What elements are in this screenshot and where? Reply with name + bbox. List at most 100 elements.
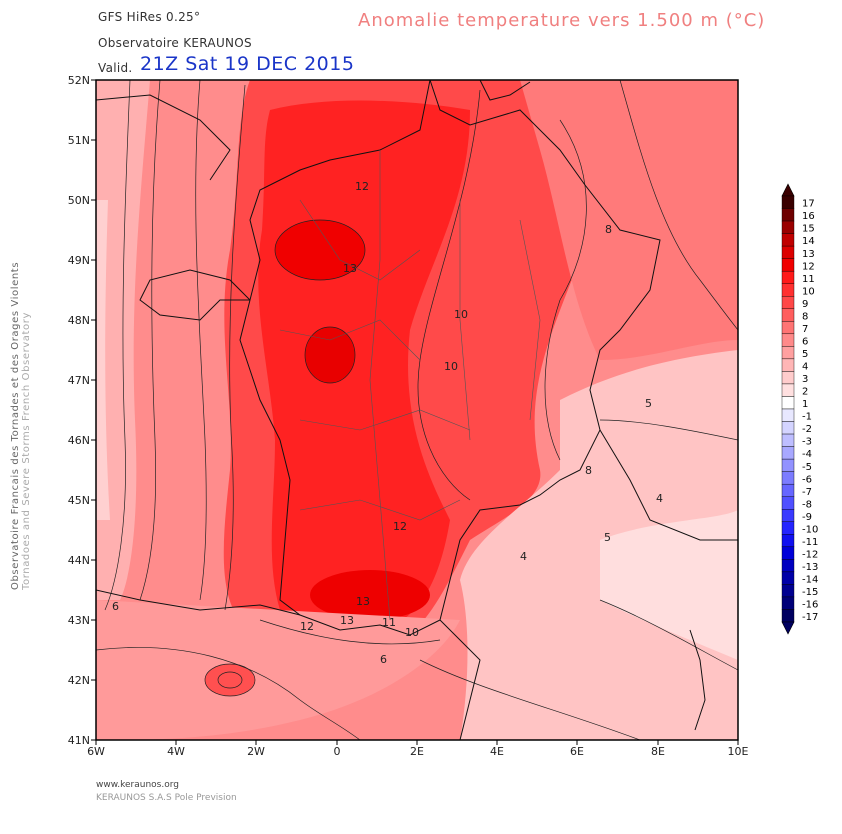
contour-label: 4 (520, 550, 527, 563)
contour-line (104, 80, 131, 611)
side-credit-french: Observatoire Francais des Tornades et de… (10, 261, 21, 590)
netherlands-coast (479, 80, 531, 101)
contour-line (217, 671, 243, 689)
colorbar-swatch (781, 521, 795, 535)
contour-label: 5 (604, 531, 611, 544)
lat-label: 48N (68, 314, 90, 327)
field-northeast (520, 80, 738, 360)
colorbar-swatch (781, 220, 795, 234)
lat-label: 41N (68, 734, 90, 747)
colorbar-swatch (781, 245, 795, 259)
colorbar-swatch (781, 509, 795, 522)
contour-label: 10 (454, 308, 468, 321)
lon-label: 8E (651, 745, 665, 758)
contour-line (619, 80, 738, 331)
lon-label: 4W (167, 745, 185, 758)
colorbar-swatch (781, 383, 795, 397)
colorbar-label: -7 (802, 487, 812, 498)
contour-line (274, 219, 366, 281)
valid-label: Valid. (98, 61, 133, 75)
contour-line (139, 80, 161, 601)
contour-label: 12 (300, 620, 314, 633)
map-title: Anomalie temperature vers 1.500 m (°C) (358, 10, 766, 31)
contour-label: 6 (380, 653, 387, 666)
region-border (299, 409, 471, 431)
lon-label: 2E (410, 745, 424, 758)
contour-label: 5 (645, 397, 652, 410)
contour-line (544, 119, 587, 461)
colorbar-arrow-top (781, 183, 795, 197)
colorbar-swatch (781, 609, 795, 623)
contour-line (224, 84, 246, 611)
colorbar-label: 4 (802, 362, 808, 373)
contour-label: 13 (340, 614, 354, 627)
colorbar-label: -5 (802, 462, 812, 473)
contour-label: 13 (343, 262, 357, 275)
footer-company: KERAUNOS S.A.S Pole Prevision (96, 793, 237, 803)
anomaly-field: 12 13 10 10 6 6 8 8 5 4 5 4 12 13 11 13 … (96, 80, 738, 740)
contour-line (204, 663, 256, 697)
contour-line (599, 599, 738, 671)
colorbar-swatch (781, 471, 795, 485)
contour-label: 12 (355, 180, 369, 193)
lon-label: 6W (87, 745, 105, 758)
field-iberia-blob (205, 664, 255, 696)
lat-label: 42N (68, 674, 90, 687)
colorbar-swatch (781, 559, 795, 573)
colorbar-label: 10 (802, 286, 815, 297)
observatory-name: Observatoire KERAUNOS (98, 36, 252, 50)
model-name: GFS HiRes 0.25° (98, 10, 201, 24)
side-credit: Observatoire Francais des Tornades et de… (10, 0, 40, 590)
region-border (459, 200, 471, 441)
colorbar-label: -3 (802, 437, 812, 448)
contour-label: 8 (605, 223, 612, 236)
colorbar-label: 6 (802, 336, 808, 347)
colorbar-label: -12 (802, 549, 818, 560)
colorbar-label: -13 (802, 562, 818, 573)
lon-label: 2W (247, 745, 265, 758)
colorbar-swatch (781, 396, 795, 410)
colorbar-label: -11 (802, 537, 818, 548)
uk-coast (96, 94, 231, 181)
colorbar-swatch (781, 421, 795, 435)
contour-line (259, 619, 441, 645)
colorbar-swatch (781, 546, 795, 560)
colorbar-swatch (781, 283, 795, 297)
field-east-cool (460, 350, 738, 740)
colorbar-swatch (781, 584, 795, 598)
colorbar: 1716151413121110987654321-1-2-3-4-5-6-7-… (781, 183, 818, 635)
colorbar-label: 13 (802, 249, 815, 260)
latitude-axis: 52N 51N 50N 49N 48N 47N 46N 45N 44N 43N … (68, 74, 96, 747)
field-iberia (96, 600, 460, 740)
colorbar-label: 7 (802, 324, 808, 335)
italy-coast (599, 429, 738, 541)
colorbar-label: 14 (802, 236, 815, 247)
field-max-center (305, 327, 355, 383)
region-border (369, 150, 391, 621)
colorbar-swatch (781, 433, 795, 447)
colorbar-label: 15 (802, 224, 815, 235)
colorbar-label: -10 (802, 524, 818, 535)
colorbar-swatch (781, 571, 795, 585)
colorbar-swatch (781, 321, 795, 335)
contour-label: 6 (112, 600, 119, 613)
spain-north-coast (96, 589, 301, 616)
contour-label: 10 (444, 360, 458, 373)
region-border (299, 199, 421, 281)
colorbar-label: -8 (802, 499, 812, 510)
longitude-axis: 6W 4W 2W 0 2E 4E 6E 8E 10E (87, 740, 749, 758)
colorbar-swatch (781, 496, 795, 510)
contour-label: 11 (382, 616, 396, 629)
valid-time: 21Z Sat 19 DEC 2015 (140, 53, 355, 75)
colorbar-swatch (781, 446, 795, 460)
colorbar-label: 17 (802, 199, 815, 210)
lat-label: 51N (68, 134, 90, 147)
colorbar-swatch (781, 534, 795, 548)
lat-label: 44N (68, 554, 90, 567)
contour-lines (96, 80, 738, 740)
contour-line (599, 419, 738, 441)
field-east-coolest (600, 510, 738, 660)
colorbar-swatch (781, 333, 795, 347)
colorbar-label: -15 (802, 587, 818, 598)
